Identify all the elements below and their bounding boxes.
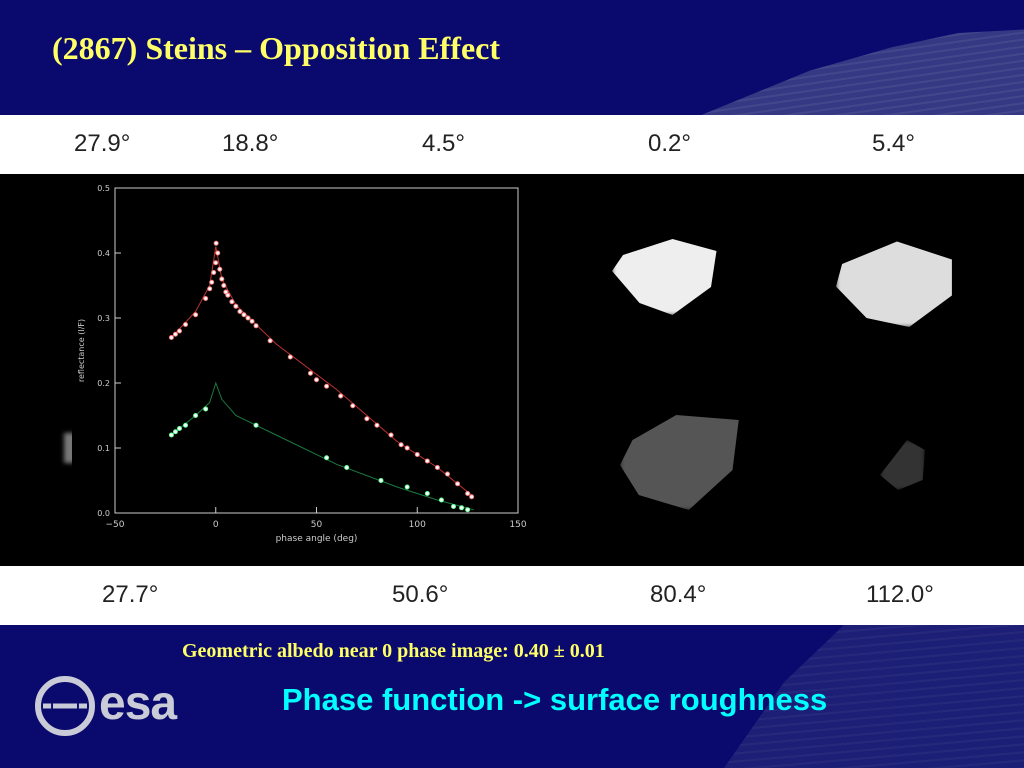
data-point — [324, 383, 330, 389]
data-point — [249, 318, 255, 324]
data-point — [444, 471, 450, 477]
data-point — [211, 270, 217, 275]
x-tick-label: −50 — [106, 520, 125, 530]
data-point — [168, 432, 174, 438]
top-angle-row: 27.9° 18.8° 4.5° 0.2° 5.4° — [0, 115, 1024, 174]
data-point — [388, 432, 394, 438]
y-tick-label: 0.2 — [97, 379, 110, 388]
data-point — [438, 497, 444, 503]
data-point — [434, 465, 440, 470]
x-tick-label: 0 — [213, 520, 219, 530]
data-point — [307, 370, 313, 376]
esa-logo-text: esa — [99, 677, 177, 730]
data-point — [404, 445, 410, 451]
phase-angle-label: 112.0° — [866, 581, 934, 608]
data-point — [253, 422, 259, 428]
data-point — [324, 455, 330, 461]
phase-angle-label: 27.7° — [102, 581, 159, 608]
background-texture — [694, 29, 1024, 118]
phase-angle-label: 4.5° — [422, 130, 465, 157]
data-point — [241, 312, 247, 318]
data-point — [215, 250, 221, 256]
slide-subtitle: Phase function -> surface roughness — [282, 682, 828, 717]
data-point — [225, 292, 231, 298]
data-point — [233, 303, 239, 309]
x-tick-label: 50 — [311, 520, 323, 530]
y-tick-label: 0.3 — [97, 314, 110, 323]
data-point — [414, 452, 420, 457]
data-point — [237, 309, 243, 314]
data-point — [217, 266, 223, 272]
data-point — [451, 504, 457, 509]
data-point — [176, 328, 182, 334]
data-point — [203, 406, 209, 412]
data-point — [459, 505, 465, 511]
data-point — [168, 335, 174, 340]
data-point — [398, 442, 404, 448]
data-point — [364, 416, 370, 422]
phase-angle-label: 0.2° — [648, 130, 691, 157]
phase-angle-label: 80.4° — [650, 581, 707, 608]
data-point — [455, 481, 461, 487]
data-point — [213, 260, 219, 266]
y-axis-label: reflectance (I/F) — [77, 319, 86, 382]
data-point — [207, 286, 213, 292]
albedo-caption: Geometric albedo near 0 phase image: 0.4… — [182, 640, 605, 662]
y-tick-label: 0.1 — [97, 444, 110, 453]
data-point — [350, 403, 356, 409]
data-point — [424, 458, 430, 464]
data-point — [253, 323, 259, 329]
data-point — [267, 338, 273, 344]
asteroid-image — [836, 241, 952, 327]
data-point — [287, 354, 293, 360]
x-tick-label: 100 — [409, 520, 426, 530]
data-point — [338, 393, 344, 399]
esa-logo: esa — [35, 676, 210, 736]
data-point — [424, 491, 430, 496]
data-point — [193, 413, 199, 418]
data-point — [469, 494, 475, 500]
data-point — [404, 484, 410, 490]
data-point — [193, 312, 199, 318]
asteroid-image — [620, 415, 739, 510]
asteroid-image — [612, 239, 717, 315]
data-point — [245, 315, 251, 321]
model-curve — [171, 381, 474, 511]
chart-svg: −50 0 50 100 150 0.0 0.1 0.2 0.3 0.4 0.5 phase angl… — [77, 184, 527, 544]
phase-curve-chart: −50 0 50 100 150 0.0 0.1 0.2 0.3 0.4 0.5 phase angl… — [72, 178, 537, 550]
data-point — [172, 429, 178, 435]
data-point — [209, 279, 215, 285]
asteroid-image — [880, 440, 925, 490]
plot-frame — [114, 187, 519, 514]
data-point — [203, 296, 209, 301]
data-point — [183, 322, 189, 327]
y-tick-label: 0.0 — [97, 509, 110, 518]
data-point — [465, 507, 471, 513]
data-point — [221, 283, 227, 288]
slide-title: (2867) Steins – Opposition Effect — [52, 30, 500, 66]
data-point — [219, 276, 225, 282]
data-point — [344, 465, 350, 470]
data-point — [378, 478, 384, 483]
phase-angle-label: 5.4° — [872, 130, 915, 157]
data-point — [229, 299, 235, 305]
data-point — [465, 491, 471, 496]
phase-angle-label: 18.8° — [222, 130, 279, 157]
data-point — [374, 422, 380, 428]
bottom-angle-row: 27.7° 50.6° 80.4° 112.0° — [0, 566, 1024, 625]
phase-angle-label: 27.9° — [74, 130, 131, 157]
x-tick-label: 150 — [509, 520, 526, 530]
data-point — [176, 426, 182, 431]
esa-logo-mark — [35, 676, 95, 736]
phase-angle-label: 50.6° — [392, 581, 449, 608]
x-axis-label: phase angle (deg) — [276, 534, 358, 544]
data-point — [314, 377, 319, 383]
data-point — [183, 422, 189, 428]
data-point — [172, 331, 178, 337]
y-tick-label: 0.5 — [97, 184, 110, 193]
data-point — [213, 240, 219, 246]
y-tick-label: 0.4 — [97, 249, 110, 258]
